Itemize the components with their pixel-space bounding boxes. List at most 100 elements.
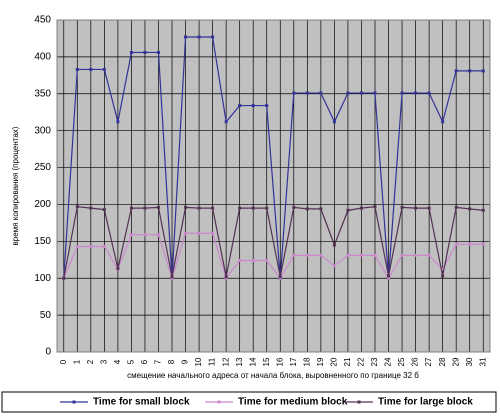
- data-point: [197, 206, 201, 210]
- data-point: [454, 205, 458, 209]
- data-point: [373, 205, 377, 209]
- data-point: [129, 233, 133, 237]
- data-point: [346, 253, 350, 257]
- x-tick-label: 6: [140, 359, 149, 364]
- legend-marker: [217, 400, 221, 404]
- x-axis-label: смещение начального адреса от начала бло…: [127, 371, 419, 380]
- data-point: [468, 207, 472, 211]
- data-point: [197, 35, 201, 39]
- data-point: [400, 253, 404, 257]
- x-tick-label: 27: [424, 357, 433, 366]
- data-point: [156, 50, 160, 54]
- series-line: [63, 232, 484, 281]
- legend: [1, 391, 497, 413]
- data-point: [89, 206, 93, 210]
- y-tick-label: 350: [34, 88, 51, 99]
- y-tick-label: 200: [34, 199, 51, 210]
- data-point: [454, 69, 458, 73]
- data-point: [238, 104, 242, 108]
- x-tick-label: 5: [127, 359, 136, 364]
- x-tick-label: 23: [370, 357, 379, 366]
- data-point: [400, 91, 404, 95]
- data-point: [265, 259, 269, 263]
- data-point: [102, 244, 106, 248]
- data-point: [184, 205, 188, 209]
- data-point: [332, 243, 336, 247]
- data-point: [305, 207, 309, 211]
- data-point: [251, 206, 255, 210]
- x-tick-label: 16: [275, 357, 284, 366]
- data-point: [441, 120, 445, 124]
- data-point: [427, 206, 431, 210]
- data-point: [102, 67, 106, 71]
- x-tick-label: 3: [99, 359, 108, 364]
- data-point: [305, 91, 309, 95]
- data-point: [116, 267, 120, 271]
- data-point: [75, 244, 79, 248]
- x-tick-label: 25: [397, 357, 406, 366]
- x-tick-label: 15: [262, 357, 271, 366]
- data-point: [265, 206, 269, 210]
- data-point: [224, 120, 228, 124]
- data-point: [305, 253, 309, 257]
- x-tick-label: 2: [86, 359, 95, 364]
- legend-marker: [357, 400, 361, 404]
- plot-border: [56, 19, 491, 353]
- data-point: [143, 206, 147, 210]
- x-tick-label: 28: [438, 357, 447, 366]
- y-tick-label: 450: [34, 15, 51, 26]
- data-point: [400, 205, 404, 209]
- data-point: [238, 259, 242, 263]
- data-point: [143, 233, 147, 237]
- data-point: [332, 120, 336, 124]
- data-point: [102, 208, 106, 212]
- y-tick-label: 0: [45, 347, 51, 358]
- data-point: [278, 275, 282, 279]
- data-point: [211, 206, 215, 210]
- data-point: [156, 205, 160, 209]
- data-point: [129, 206, 133, 210]
- legend-label: Time for large block: [378, 397, 473, 408]
- y-tick-label: 400: [34, 52, 51, 63]
- data-point: [481, 208, 485, 212]
- y-tick-label: 300: [34, 125, 51, 136]
- data-point: [292, 205, 296, 209]
- data-point: [454, 242, 458, 246]
- y-tick-label: 150: [34, 236, 51, 247]
- data-point: [292, 91, 296, 95]
- data-point: [75, 67, 79, 71]
- x-tick-label: 29: [451, 357, 460, 366]
- data-point: [211, 231, 215, 235]
- data-point: [346, 208, 350, 212]
- data-point: [292, 253, 296, 257]
- x-tick-label: 8: [167, 359, 176, 364]
- data-point: [427, 91, 431, 95]
- x-tick-label: 9: [181, 359, 190, 364]
- x-tick-label: 20: [330, 357, 339, 366]
- x-tick-label: 24: [384, 357, 393, 366]
- x-tick-label: 30: [465, 357, 474, 366]
- data-point: [346, 91, 350, 95]
- legend-label: Time for medium block: [238, 397, 348, 408]
- x-tick-label: 31: [478, 357, 487, 366]
- data-point: [184, 35, 188, 39]
- data-point: [238, 206, 242, 210]
- x-tick-label: 10: [194, 357, 203, 366]
- data-point: [197, 231, 201, 235]
- x-tick-label: 11: [208, 357, 217, 366]
- data-point: [359, 253, 363, 257]
- data-point: [373, 91, 377, 95]
- x-tick-label: 17: [289, 357, 298, 366]
- x-tick-label: 14: [248, 357, 257, 366]
- data-point: [116, 120, 120, 124]
- legend-marker: [72, 400, 76, 404]
- data-point: [468, 69, 472, 73]
- data-point: [481, 242, 485, 246]
- data-point: [319, 91, 323, 95]
- series-line: [63, 36, 484, 279]
- x-tick-label: 13: [235, 357, 244, 366]
- data-point: [89, 67, 93, 71]
- data-point: [373, 253, 377, 257]
- data-point: [62, 276, 66, 280]
